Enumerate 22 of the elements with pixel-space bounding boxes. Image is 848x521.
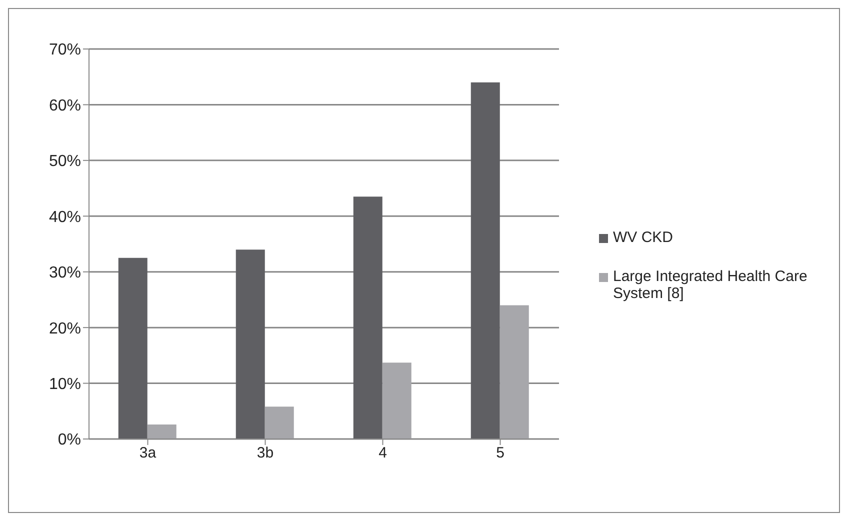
x-tick-label: 5	[496, 444, 504, 462]
y-tick-label: 50%	[48, 153, 81, 170]
bar	[382, 362, 412, 439]
y-tick-label: 10%	[48, 376, 81, 393]
bar	[147, 424, 176, 439]
x-tick-label: 3b	[256, 444, 274, 462]
y-tick-label: 60%	[48, 97, 81, 114]
bar	[264, 406, 294, 439]
bar	[500, 305, 529, 439]
y-tick-label: 70%	[48, 42, 81, 59]
x-tick-label: 4	[378, 444, 387, 462]
y-tick-label: 40%	[48, 208, 81, 226]
bar	[470, 82, 500, 439]
bar	[236, 250, 265, 439]
y-tick-label: 0%	[58, 432, 81, 449]
x-tick-label: 3a	[139, 444, 157, 462]
y-tick-label: 20%	[48, 320, 81, 338]
bar	[118, 258, 148, 439]
bar	[353, 196, 382, 439]
legend-label: Large Integrated Health Care System [8]	[613, 268, 808, 302]
legend-label: WV CKD	[613, 229, 674, 246]
y-tick-label: 30%	[48, 264, 81, 282]
